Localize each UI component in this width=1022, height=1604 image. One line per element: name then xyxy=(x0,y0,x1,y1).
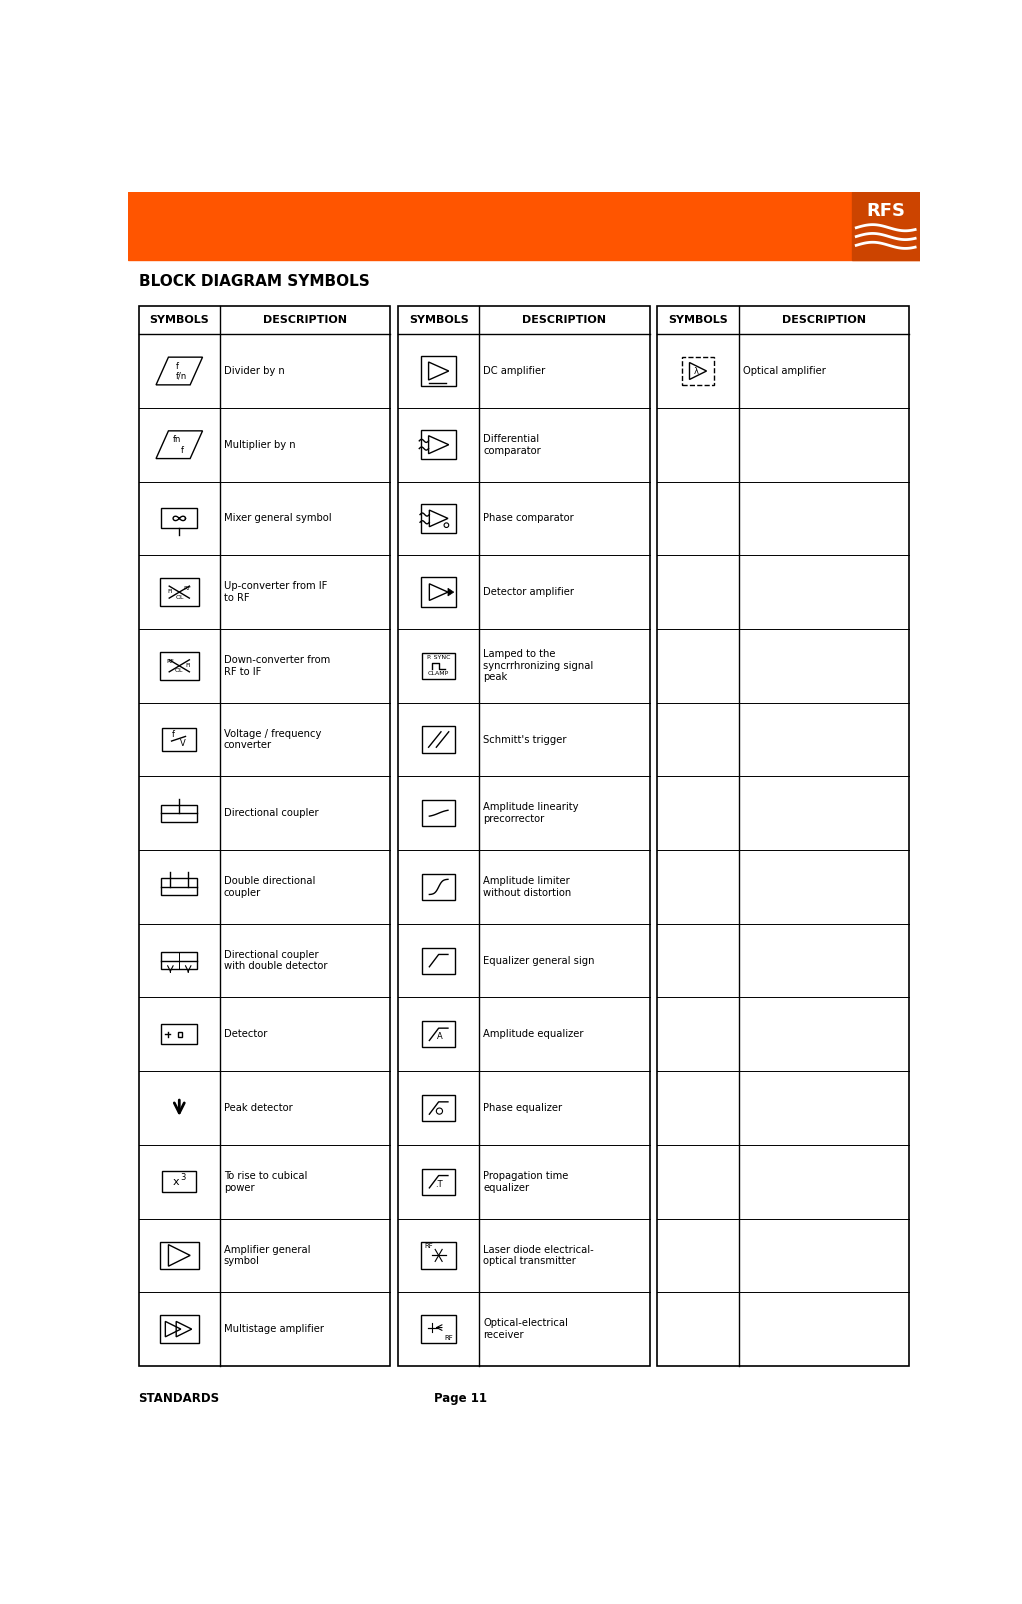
Text: Lamped to the
syncrrhronizing signal
peak: Lamped to the syncrrhronizing signal pea… xyxy=(483,650,594,682)
Bar xyxy=(398,306,650,1367)
Text: OL: OL xyxy=(176,595,184,600)
Text: Detector amplifier: Detector amplifier xyxy=(483,587,574,597)
Bar xyxy=(421,356,457,385)
Text: Optical amplifier: Optical amplifier xyxy=(743,366,826,375)
Bar xyxy=(422,874,455,900)
Bar xyxy=(159,1315,198,1343)
Bar xyxy=(159,1241,198,1269)
Text: Peak detector: Peak detector xyxy=(224,1104,292,1113)
Bar xyxy=(422,1022,455,1047)
Text: Voltage / frequency
converter: Voltage / frequency converter xyxy=(224,728,321,751)
Bar xyxy=(161,1025,197,1044)
Text: Amplitude linearity
precorrector: Amplitude linearity precorrector xyxy=(483,802,578,824)
Text: DESCRIPTION: DESCRIPTION xyxy=(263,316,347,326)
Text: f: f xyxy=(176,363,179,371)
Text: f: f xyxy=(172,730,175,739)
Text: Mixer general symbol: Mixer general symbol xyxy=(224,513,331,523)
Text: RF: RF xyxy=(424,1243,432,1250)
Text: RF: RF xyxy=(184,585,192,590)
Text: Multiplier by n: Multiplier by n xyxy=(224,439,295,449)
Text: fn: fn xyxy=(173,435,181,444)
Bar xyxy=(139,306,390,1367)
Text: A: A xyxy=(437,1031,444,1041)
Text: OL: OL xyxy=(175,669,183,674)
Text: DESCRIPTION: DESCRIPTION xyxy=(782,316,866,326)
Bar xyxy=(161,805,197,821)
Text: x: x xyxy=(173,1177,180,1187)
Text: Phase comparator: Phase comparator xyxy=(483,513,574,523)
Bar xyxy=(159,651,198,680)
Bar xyxy=(657,306,909,1367)
Text: Down-converter from
RF to IF: Down-converter from RF to IF xyxy=(224,654,330,677)
Bar xyxy=(162,1171,196,1192)
Bar xyxy=(128,192,920,260)
Text: Propagation time
equalizer: Propagation time equalizer xyxy=(483,1171,568,1192)
Text: RFS: RFS xyxy=(867,202,905,220)
Bar xyxy=(422,800,455,826)
Text: 3: 3 xyxy=(181,1174,186,1182)
Bar xyxy=(422,948,455,974)
Bar xyxy=(421,1315,457,1343)
Bar xyxy=(421,504,457,533)
Text: Differential
comparator: Differential comparator xyxy=(483,435,541,456)
Bar xyxy=(422,727,455,752)
Text: FI: FI xyxy=(185,662,190,667)
Text: P. SYNC: P. SYNC xyxy=(427,656,451,661)
Text: FI: FI xyxy=(168,589,173,593)
Text: SYMBOLS: SYMBOLS xyxy=(668,316,728,326)
Text: .T: .T xyxy=(435,1181,444,1189)
Bar xyxy=(159,579,198,606)
Text: DC amplifier: DC amplifier xyxy=(483,366,546,375)
Text: STANDARDS: STANDARDS xyxy=(139,1392,220,1405)
Bar xyxy=(421,1241,457,1269)
Text: Page 11: Page 11 xyxy=(434,1392,487,1405)
Text: RF: RF xyxy=(166,659,174,664)
Text: f/n: f/n xyxy=(176,372,187,380)
Polygon shape xyxy=(448,589,454,597)
Text: Equalizer general sign: Equalizer general sign xyxy=(483,956,595,966)
Bar xyxy=(162,728,196,751)
Text: Divider by n: Divider by n xyxy=(224,366,284,375)
Text: Amplitude equalizer: Amplitude equalizer xyxy=(483,1030,584,1039)
Bar xyxy=(422,1096,455,1121)
Text: Up-converter from IF
to RF: Up-converter from IF to RF xyxy=(224,581,327,603)
Bar xyxy=(421,577,457,606)
Text: SYMBOLS: SYMBOLS xyxy=(409,316,468,326)
Text: λ: λ xyxy=(694,366,699,375)
Text: V: V xyxy=(180,739,186,747)
Text: Detector: Detector xyxy=(224,1030,267,1039)
Bar xyxy=(161,508,197,528)
Bar xyxy=(421,430,457,459)
Text: Laser diode electrical-
optical transmitter: Laser diode electrical- optical transmit… xyxy=(483,1245,594,1266)
Text: Amplitude limiter
without distortion: Amplitude limiter without distortion xyxy=(483,876,571,898)
Text: Double directional
coupler: Double directional coupler xyxy=(224,876,315,898)
Text: SYMBOLS: SYMBOLS xyxy=(149,316,210,326)
Text: Multistage amplifier: Multistage amplifier xyxy=(224,1325,324,1335)
Text: BLOCK DIAGRAM SYMBOLS: BLOCK DIAGRAM SYMBOLS xyxy=(139,274,369,289)
Text: CLAMP: CLAMP xyxy=(428,670,450,677)
Text: f: f xyxy=(181,446,184,454)
Text: To rise to cubical
power: To rise to cubical power xyxy=(224,1171,308,1192)
Bar xyxy=(851,192,920,260)
Bar xyxy=(178,1031,182,1036)
Bar xyxy=(161,879,197,895)
Text: DESCRIPTION: DESCRIPTION xyxy=(522,316,606,326)
Bar xyxy=(422,653,455,678)
Text: Phase equalizer: Phase equalizer xyxy=(483,1104,562,1113)
Text: Optical-electrical
receiver: Optical-electrical receiver xyxy=(483,1318,568,1339)
Text: Directional coupler
with double detector: Directional coupler with double detector xyxy=(224,950,327,972)
Bar xyxy=(682,358,714,385)
Bar xyxy=(422,1169,455,1195)
Text: RF: RF xyxy=(445,1336,454,1341)
Bar xyxy=(161,953,197,969)
Text: Amplifier general
symbol: Amplifier general symbol xyxy=(224,1245,311,1266)
Text: Directional coupler: Directional coupler xyxy=(224,808,319,818)
Text: Schmitt's trigger: Schmitt's trigger xyxy=(483,735,567,744)
